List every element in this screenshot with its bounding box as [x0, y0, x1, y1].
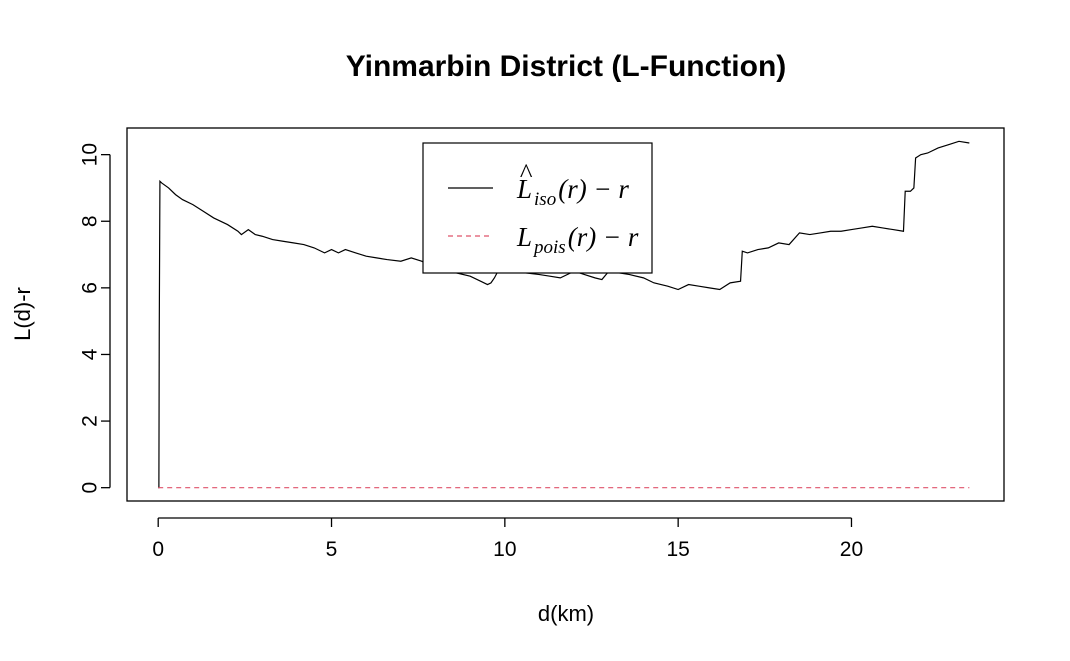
y-tick-label: 4 [79, 348, 102, 360]
y-tick-label: 2 [79, 415, 102, 427]
x-tick-label: 5 [326, 538, 338, 561]
y-axis: 0 2 4 6 8 10 [79, 143, 111, 494]
plot-lines [158, 140, 970, 489]
y-tick-label: 6 [79, 282, 102, 294]
legend-hat-1: ^ [519, 158, 532, 188]
x-tick-label: 15 [666, 538, 689, 561]
x-tick-label: 20 [840, 538, 863, 561]
plot-frame [126, 127, 1005, 502]
legend-box [422, 142, 653, 274]
x-tick-label: 10 [493, 538, 516, 561]
x-axis: 0 5 10 15 20 [152, 517, 863, 561]
y-axis-label: L(d)-r [10, 287, 35, 341]
y-tick-label: 0 [79, 482, 102, 494]
y-tick-label: 8 [79, 215, 102, 227]
x-axis-label: d(km) [538, 601, 594, 626]
y-tick-label: 10 [79, 143, 102, 166]
chart-title: Yinmarbin District (L-Function) [346, 50, 787, 83]
series-line-1 [158, 140, 970, 489]
x-tick-label: 0 [152, 538, 164, 561]
